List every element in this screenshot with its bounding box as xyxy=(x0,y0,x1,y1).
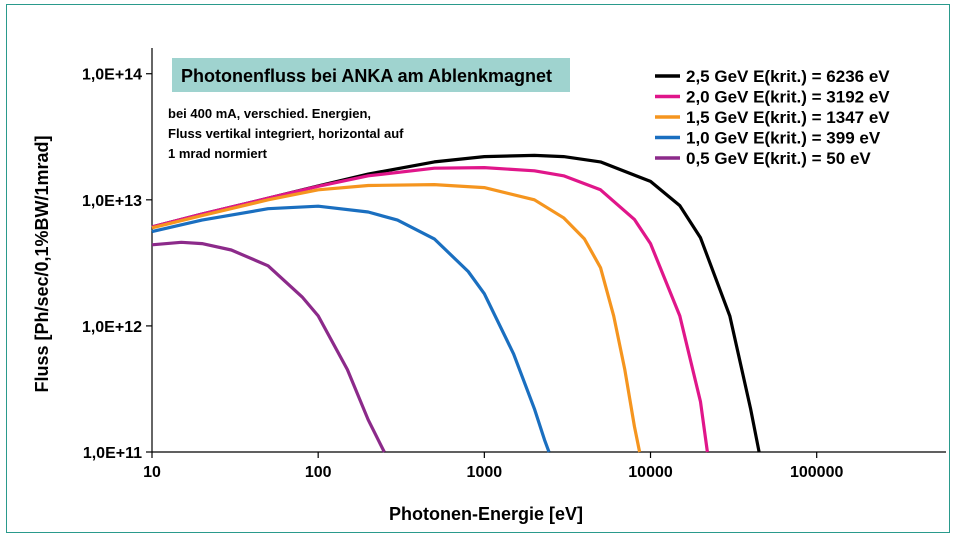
y-tick-label: 1,0E+11 xyxy=(83,445,142,462)
y-tick-label: 1,0E+12 xyxy=(82,319,142,336)
title-box xyxy=(172,58,570,92)
legend-label: 1,5 GeV E(krit.) = 1347 eV xyxy=(686,108,890,127)
axes-group: 1,0E+11 1,0E+12 1,0E+13 1,0E+14 10 100 1000 100… xyxy=(82,48,946,481)
y-axis-label: Fluss [Ph/sec/0,1%BW/1mrad] xyxy=(32,135,52,392)
series-line-4 xyxy=(151,240,386,453)
x-tick-label: 10 xyxy=(143,464,161,481)
x-tick-label: 10000 xyxy=(628,464,673,481)
series-line-3 xyxy=(151,204,551,453)
x-tick-label: 1000 xyxy=(467,464,503,481)
x-axis-label: Photonen-Energie [eV] xyxy=(389,504,583,524)
subtitle-line-2: Fluss vertikal integriert, horizontal au… xyxy=(168,126,404,141)
y-tick-label: 1,0E+14 xyxy=(82,67,142,84)
x-tick-label: 100 xyxy=(305,464,332,481)
series-line-0 xyxy=(151,153,761,453)
y-tick-label: 1,0E+13 xyxy=(82,193,142,210)
legend-label: 2,5 GeV E(krit.) = 6236 eV xyxy=(686,67,890,86)
legend: 2,5 GeV E(krit.) = 6236 eV 2,0 GeV E(krit… xyxy=(655,67,890,168)
chart-frame xyxy=(6,4,950,533)
subtitle-line-3: 1 mrad normiert xyxy=(168,146,268,161)
subtitle-line-1: bei 400 mA, verschied. Energien, xyxy=(168,106,371,121)
chart-title: Photonenfluss bei ANKA am Ablenkmagnet xyxy=(181,66,552,86)
series-line-1 xyxy=(151,166,709,453)
curves-group xyxy=(151,153,761,453)
legend-label: 1,0 GeV E(krit.) = 399 eV xyxy=(686,129,881,148)
legend-label: 0,5 GeV E(krit.) = 50 eV xyxy=(686,149,871,168)
series-line-2 xyxy=(151,183,642,453)
x-tick-label: 100000 xyxy=(790,464,843,481)
legend-label: 2,0 GeV E(krit.) = 3192 eV xyxy=(686,88,890,107)
